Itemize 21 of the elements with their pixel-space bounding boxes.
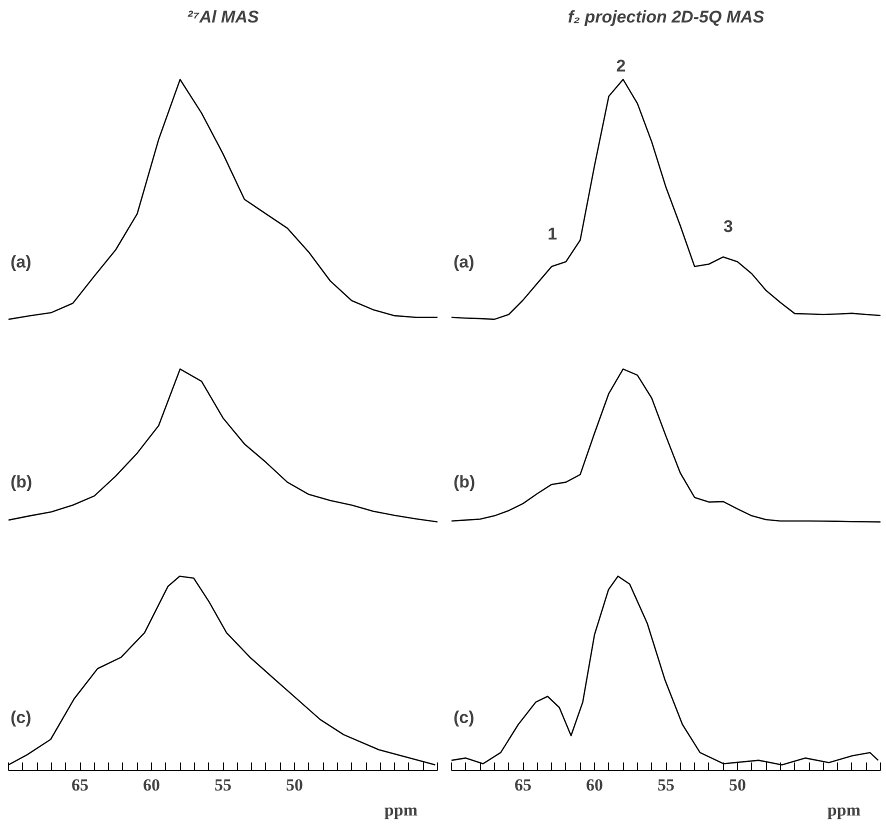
- x-tick-label: 60: [143, 776, 160, 794]
- annotation: (b): [10, 472, 32, 492]
- annotation: (a): [454, 252, 474, 272]
- x-tick-label: 50: [286, 776, 303, 794]
- annotation: (a): [10, 252, 32, 272]
- chart-title: ²⁷Al MAS: [187, 8, 260, 26]
- x-tick-label: 55: [658, 776, 674, 794]
- annotation: (b): [454, 472, 476, 492]
- x-tick-label: 65: [514, 776, 532, 794]
- x-tick-label: 65: [72, 776, 88, 794]
- chart-title: f₂ projection 2D-5Q MAS: [568, 8, 765, 26]
- x-tick-label: 55: [214, 776, 232, 794]
- x-axis-title: ppm: [827, 800, 861, 820]
- x-axis-title: ppm: [384, 800, 418, 820]
- annotation: 1: [548, 224, 558, 244]
- text: 2: [616, 56, 626, 76]
- annotation: 3: [723, 217, 733, 236]
- x-tick-label: 50: [729, 776, 746, 794]
- x-tick-label: 60: [586, 776, 603, 794]
- annotation: (c): [10, 708, 32, 728]
- annotation: (c): [454, 708, 474, 728]
